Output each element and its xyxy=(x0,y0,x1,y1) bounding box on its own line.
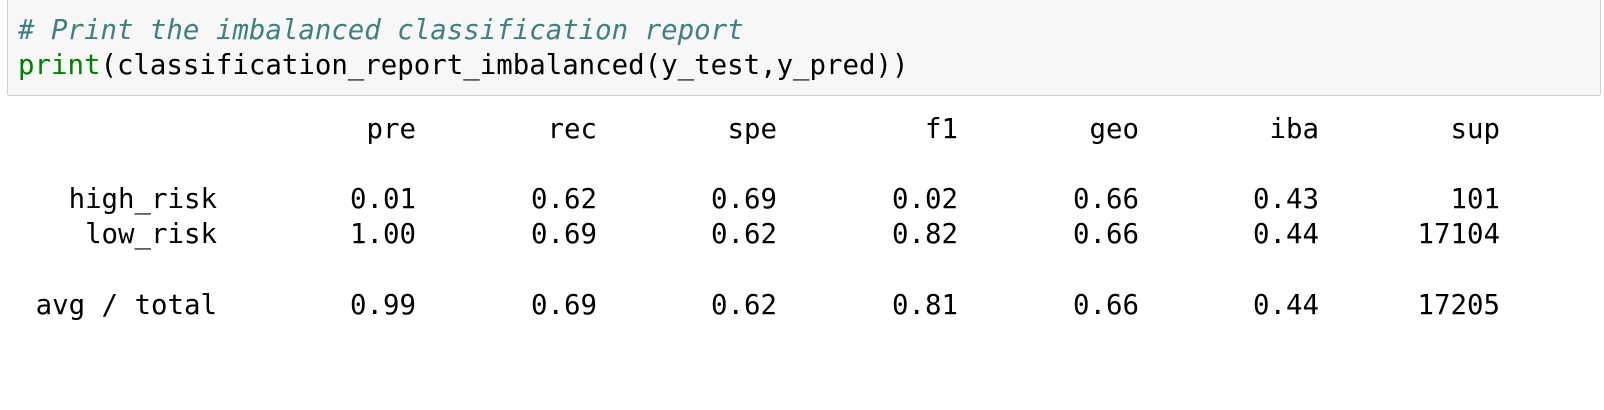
code-print-args: (classification_report_imbalanced(y_test… xyxy=(100,50,909,81)
table-cell: 0.44 xyxy=(1253,290,1319,321)
row-label-avg-total: avg / total xyxy=(35,290,217,321)
table-cell: 0.43 xyxy=(1253,184,1319,215)
table-cell: 0.66 xyxy=(1073,219,1139,250)
table-cell: 0.69 xyxy=(531,290,597,321)
column-header-spe: spe xyxy=(727,114,777,145)
code-cell-input[interactable]: # Print the imbalanced classification re… xyxy=(7,0,1601,96)
row-label-low-risk: low_risk xyxy=(85,219,217,250)
table-cell: 101 xyxy=(1450,184,1500,215)
table-cell: 0.99 xyxy=(350,290,416,321)
table-cell: 0.69 xyxy=(531,219,597,250)
table-cell: 17104 xyxy=(1417,219,1500,250)
table-cell: 0.66 xyxy=(1073,290,1139,321)
table-cell: 0.82 xyxy=(892,219,958,250)
table-cell: 0.69 xyxy=(711,184,777,215)
row-label-high-risk: high_risk xyxy=(68,184,217,215)
table-cell: 1.00 xyxy=(350,219,416,250)
column-header-geo: geo xyxy=(1089,114,1139,145)
code-print-builtin: print xyxy=(18,50,101,81)
code-comment: # Print the imbalanced classification re… xyxy=(18,15,744,46)
column-header-iba: iba xyxy=(1269,114,1319,145)
table-cell: 0.02 xyxy=(892,184,958,215)
table-cell: 0.62 xyxy=(531,184,597,215)
column-header-rec: rec xyxy=(547,114,597,145)
table-cell: 0.66 xyxy=(1073,184,1139,215)
column-header-pre: pre xyxy=(366,114,416,145)
table-cell: 0.44 xyxy=(1253,219,1319,250)
table-cell: 0.81 xyxy=(892,290,958,321)
column-header-sup: sup xyxy=(1450,114,1500,145)
table-cell: 0.62 xyxy=(711,219,777,250)
table-cell: 0.62 xyxy=(711,290,777,321)
column-header-f1: f1 xyxy=(925,114,958,145)
table-cell: 0.01 xyxy=(350,184,416,215)
code-line-print: print(classification_report_imbalanced(y… xyxy=(18,49,909,83)
code-line-comment: # Print the imbalanced classification re… xyxy=(18,14,744,48)
cell-output: pre rec spe f1 geo iba sup high_risk 0.0… xyxy=(0,96,1604,410)
table-cell: 17205 xyxy=(1417,290,1500,321)
